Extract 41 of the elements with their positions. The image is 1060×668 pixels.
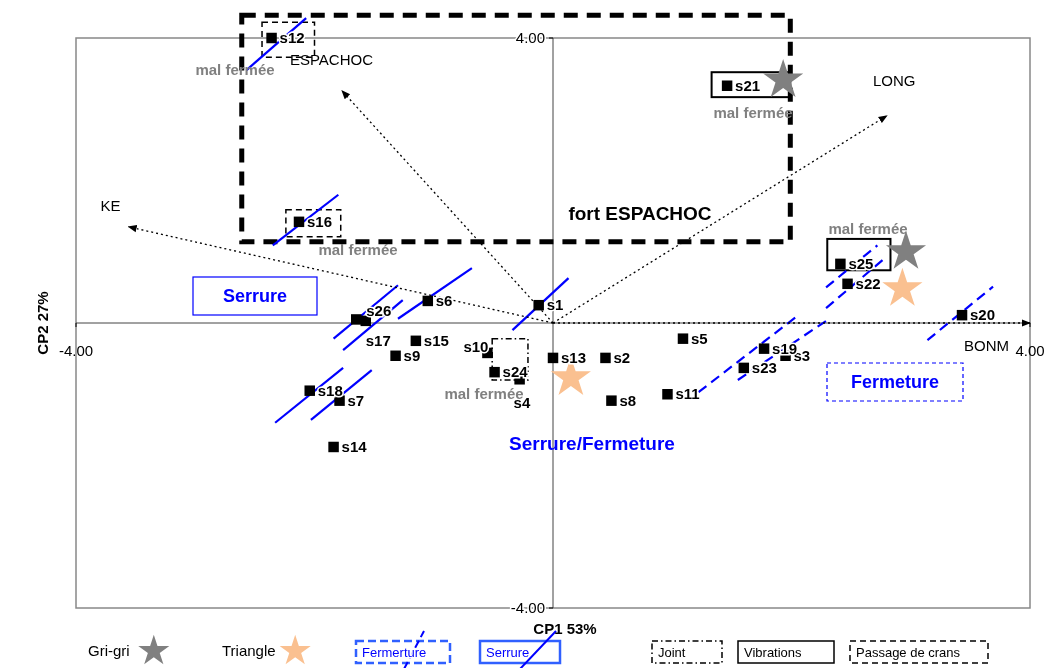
text: LONG: [872, 71, 916, 89]
annotation: mal fermée: [713, 104, 793, 121]
data-label: s11: [675, 385, 700, 403]
annotation: mal fermée: [828, 220, 908, 237]
text: Vibrations: [744, 645, 803, 660]
data-label: s10: [463, 337, 489, 355]
data-label: s16: [307, 212, 333, 230]
text: Fermerture: [362, 645, 427, 660]
data-label: s8: [619, 391, 637, 409]
annotation: Fermeture: [850, 372, 940, 392]
data-label: s20: [970, 306, 996, 324]
text: Joint: [658, 645, 686, 660]
legend-label: Gri-gri: [88, 642, 130, 659]
data-label: s6: [435, 291, 453, 309]
series-label: BONM: [964, 337, 1009, 354]
annotation: mal fermée: [318, 241, 398, 258]
data-label: s24: [502, 363, 529, 381]
data-label: s2: [613, 348, 631, 366]
data-label: s13: [561, 348, 587, 366]
x-axis-title: CP1 53%: [533, 620, 597, 637]
annotation: Serrure/Fermeture: [509, 433, 675, 454]
data-label: s17: [365, 331, 391, 349]
data-label: s14: [341, 437, 368, 455]
legend-label: Triangle: [222, 642, 276, 659]
data-label: s5: [690, 329, 708, 347]
series-label: KE: [100, 196, 121, 214]
data-label: s21: [735, 76, 761, 94]
annotation: Serrure: [222, 286, 288, 306]
data-label: s22: [855, 274, 881, 292]
y-axis-title: CP2 27%: [34, 291, 51, 355]
text: ESPACHOC: [289, 50, 374, 68]
annotation: mal fermée: [195, 61, 275, 78]
annotation: fort ESPACHOC: [568, 203, 712, 224]
data-label: s23: [751, 358, 777, 376]
text: Passage de crans: [856, 645, 961, 660]
data-label: s15: [423, 331, 449, 349]
data-label: s18: [317, 381, 343, 399]
data-label: s7: [347, 391, 365, 409]
text: Serrure: [486, 645, 530, 660]
data-label: s9: [403, 346, 421, 364]
data-label: s1: [546, 296, 564, 314]
